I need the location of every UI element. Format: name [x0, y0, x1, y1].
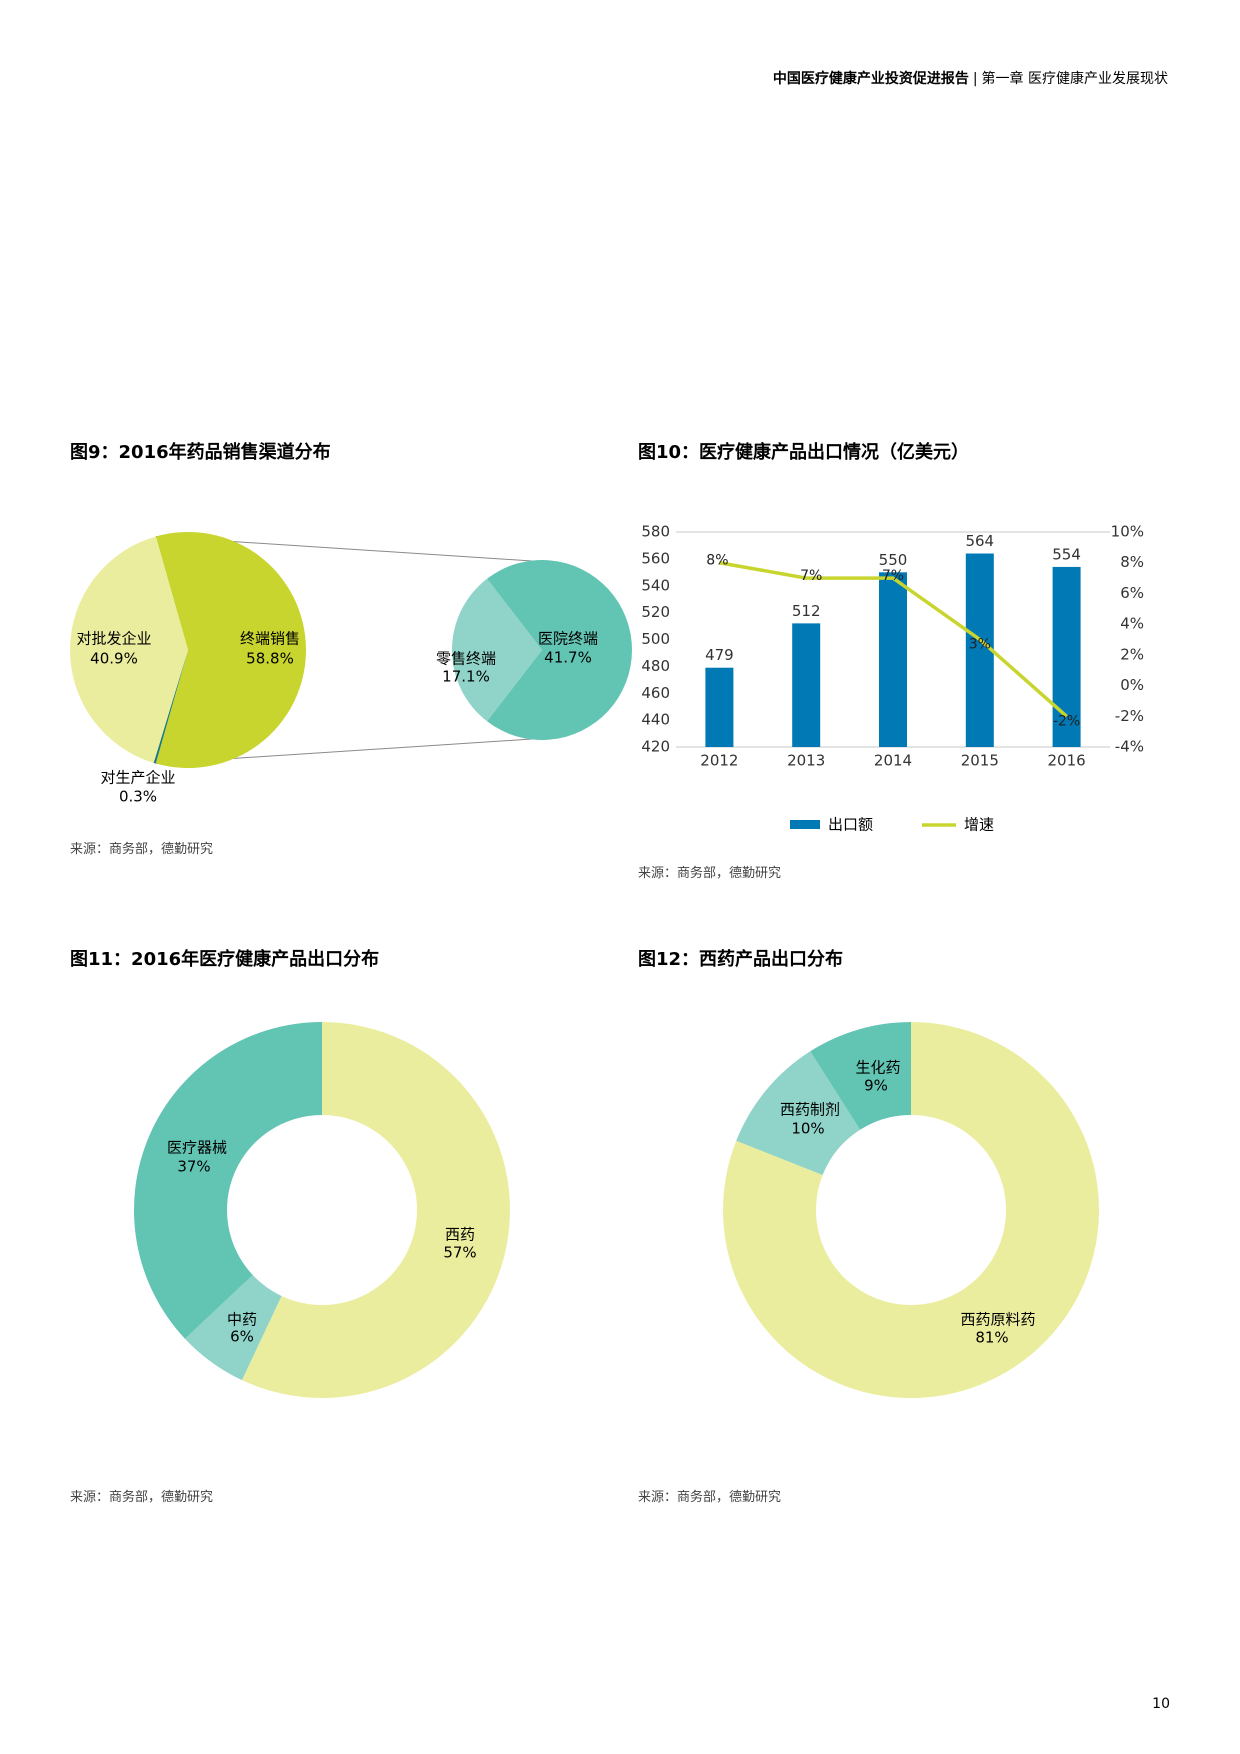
- growth-value-label: 3%: [969, 637, 991, 653]
- donut-slice-formulations: [736, 1051, 861, 1176]
- value-terminal-sales: 58.8%: [246, 650, 294, 668]
- y-left-tick-label: 580: [641, 523, 670, 541]
- x-tick-label: 2014: [874, 752, 912, 770]
- fig11-source: 来源：商务部，德勤研究: [70, 1490, 214, 1505]
- report-title: 中国医疗健康产业投资促进报告: [772, 71, 969, 87]
- breakout-slice-retail: [452, 578, 542, 722]
- y-left-tick-label: 460: [641, 684, 670, 702]
- label-tcm: 中药: [227, 1311, 257, 1329]
- y-left-tick-label: 420: [641, 738, 670, 756]
- label-western-medicine: 西药: [445, 1226, 475, 1244]
- y-left-tick-label: 440: [641, 711, 670, 729]
- label-terminal-sales: 终端销售: [240, 630, 300, 648]
- y-right-tick-label: 6%: [1120, 584, 1144, 602]
- pie-slice-wholesale: [69, 536, 188, 763]
- value-hospital: 41.7%: [544, 649, 592, 667]
- value-manufacturer: 0.3%: [119, 788, 157, 806]
- y-right-tick-label: 4%: [1120, 615, 1144, 633]
- header-separator: |: [972, 71, 978, 87]
- running-header: 中国医疗健康产业投资促进报告 | 第一章 医疗健康产业发展现状: [773, 68, 1168, 88]
- bar-2013: [792, 623, 821, 747]
- growth-value-label: 7%: [882, 568, 904, 584]
- growth-value-label: 7%: [800, 568, 822, 584]
- bar-2014: [879, 572, 907, 747]
- fig9-title: 图9：2016年药品销售渠道分布: [70, 442, 331, 463]
- fig11-title: 图11：2016年医疗健康产品出口分布: [70, 949, 380, 970]
- label-medical-devices: 医疗器械: [167, 1139, 227, 1157]
- growth-line: [719, 560, 1068, 718]
- bar-value-label: 550: [879, 551, 908, 569]
- donut-slice-tcm: [184, 1275, 282, 1381]
- y-left-tick-label: 480: [641, 657, 670, 675]
- label-wholesale: 对批发企业: [76, 630, 151, 648]
- growth-value-label: 8%: [706, 553, 728, 569]
- value-apis: 81%: [975, 1329, 1008, 1347]
- x-tick-label: 2012: [700, 752, 738, 770]
- bar-value-label: 479: [705, 646, 734, 664]
- bar-2015: [965, 553, 994, 747]
- growth-value-label: -2%: [1053, 713, 1080, 729]
- fig10-bar-line-chart: 420 440 460 480 500 520 540 560 580 -4% -2% 0% 2% 4% 6…: [641, 523, 1144, 834]
- legend-label-exports: 出口额: [828, 816, 873, 834]
- pie-slice-terminal-sales: [155, 532, 306, 769]
- label-retail: 零售终端: [436, 650, 496, 668]
- donut-slice-western-medicine: [241, 1022, 510, 1398]
- y-right-tick-label: 2%: [1120, 645, 1144, 663]
- value-retail: 17.1%: [442, 668, 490, 686]
- donut-slice-biochemical: [810, 1022, 911, 1130]
- bar-value-label: 512: [792, 602, 821, 620]
- label-manufacturer: 对生产企业: [100, 769, 175, 787]
- label-biochemical: 生化药: [855, 1059, 900, 1077]
- y-left-tick-label: 520: [641, 603, 670, 621]
- x-tick-label: 2016: [1048, 752, 1086, 770]
- fig12-source: 来源：商务部，德勤研究: [638, 1490, 782, 1505]
- y-right-tick-label: -2%: [1115, 707, 1144, 725]
- donut-slice-apis: [723, 1022, 1099, 1398]
- breakout-slice-hospital: [487, 560, 633, 740]
- legend-swatch-exports: [790, 820, 820, 829]
- bar-2012: [705, 667, 734, 747]
- label-formulations: 西药制剂: [780, 1101, 840, 1119]
- y-left-tick-label: 540: [641, 576, 670, 594]
- bar-value-label: 564: [965, 532, 994, 550]
- bar-value-label: 554: [1052, 545, 1081, 563]
- y-right-tick-label: 0%: [1120, 676, 1144, 694]
- legend-label-growth: 增速: [964, 816, 994, 834]
- page-number: 10: [1152, 1696, 1170, 1712]
- value-wholesale: 40.9%: [90, 650, 138, 668]
- x-tick-label: 2015: [961, 752, 999, 770]
- value-western-medicine: 57%: [443, 1244, 476, 1262]
- bar-2016: [1052, 566, 1081, 747]
- donut-slice-medical-devices: [134, 1022, 322, 1339]
- label-apis: 西药原料药: [960, 1311, 1035, 1329]
- fig9-source: 来源：商务部，德勤研究: [70, 842, 214, 857]
- y-right-tick-label: 10%: [1111, 523, 1144, 541]
- x-tick-label: 2013: [787, 752, 825, 770]
- value-formulations: 10%: [791, 1120, 824, 1138]
- chapter-title: 第一章 医疗健康产业发展现状: [981, 71, 1168, 87]
- y-right-tick-label: -4%: [1115, 738, 1144, 756]
- y-right-tick-label: 8%: [1120, 553, 1144, 571]
- fig10-title: 图10：医疗健康产品出口情况（亿美元）: [638, 442, 970, 463]
- value-medical-devices: 37%: [177, 1158, 210, 1176]
- y-left-tick-label: 560: [641, 549, 670, 567]
- label-hospital: 医院终端: [538, 630, 598, 648]
- value-biochemical: 9%: [864, 1077, 888, 1095]
- fig10-source: 来源：商务部，德勤研究: [638, 866, 782, 881]
- fig12-title: 图12：西药产品出口分布: [638, 949, 844, 970]
- y-left-tick-label: 500: [641, 630, 670, 648]
- value-tcm: 6%: [230, 1328, 254, 1346]
- pie-slice-manufacturer: [153, 650, 188, 764]
